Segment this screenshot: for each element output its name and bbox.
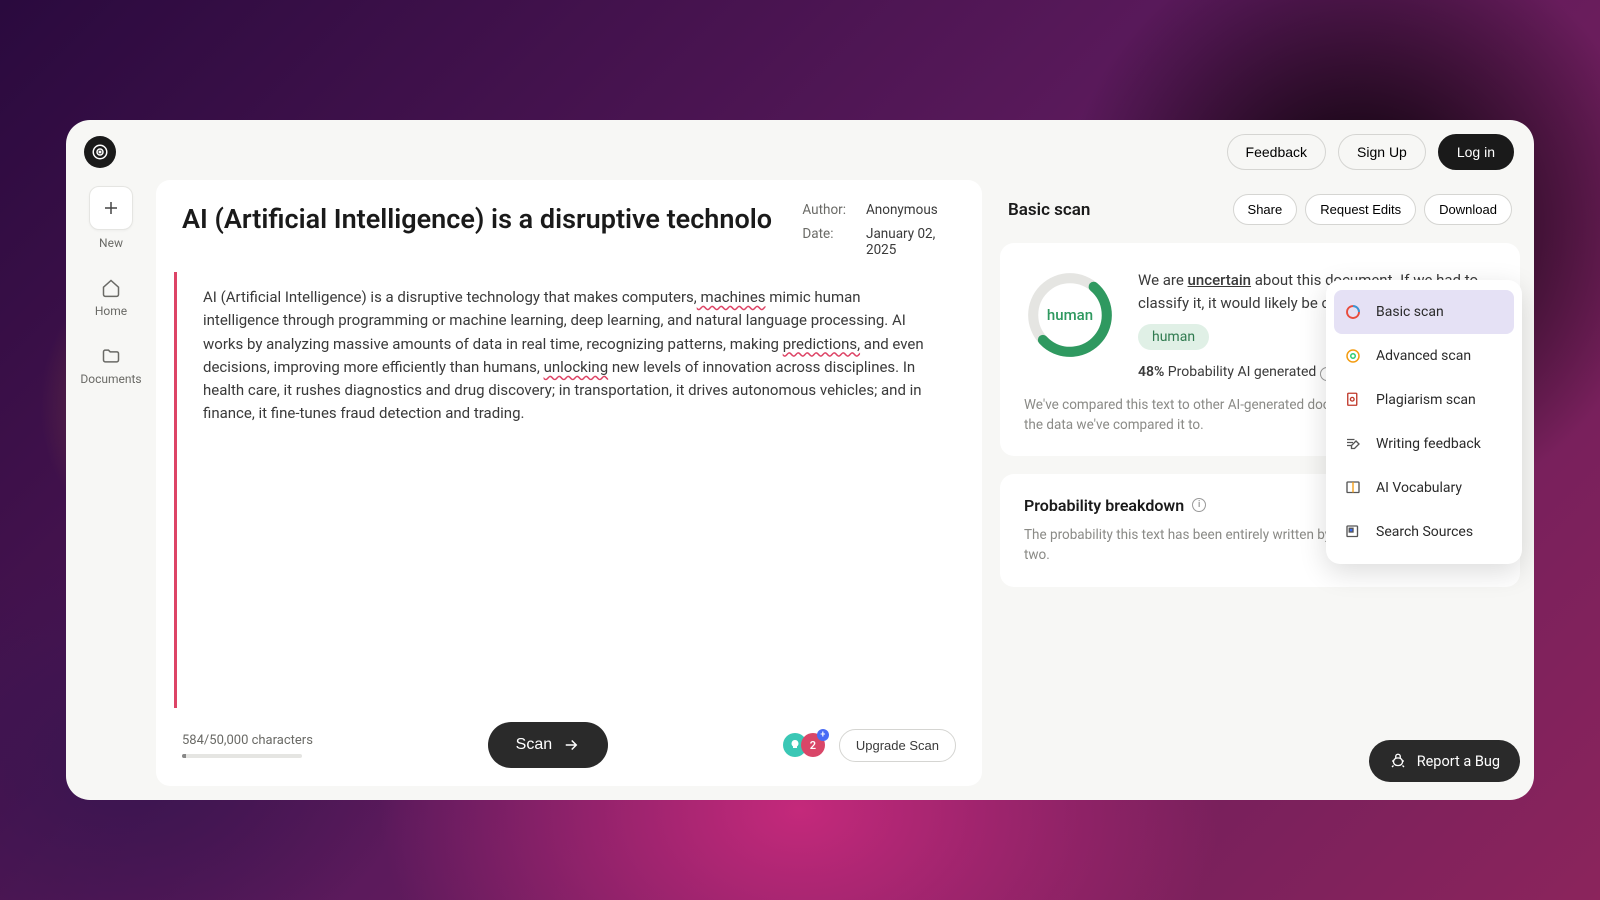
badge-count[interactable]: 2 + [801,733,825,757]
char-count-text: 584/50,000 characters [182,733,313,748]
author-value: Anonymous [866,202,956,218]
topbar: Feedback Sign Up Log in [66,120,1534,178]
login-button[interactable]: Log in [1438,134,1514,170]
document-body[interactable]: AI (Artificial Intelligence) is a disrup… [174,272,964,708]
rail-item-home[interactable]: Home [95,278,127,318]
folder-icon [101,346,121,366]
classification-tag: human [1138,324,1209,350]
menu-item-advanced-scan[interactable]: Advanced scan [1326,334,1522,378]
flagged-word-1[interactable]: machines [697,288,766,306]
menu-item-search-sources[interactable]: Search Sources [1326,510,1522,554]
report-bug-label: Report a Bug [1417,753,1500,770]
target-icon [1344,347,1362,365]
editor-header: AI (Artificial Intelligence) is a disrup… [156,180,982,272]
request-edits-button[interactable]: Request Edits [1305,194,1416,225]
source-icon [1344,523,1362,541]
panel-title: Basic scan [1008,200,1090,220]
app-window: Feedback Sign Up Log in New Home Documen… [66,120,1534,800]
author-label: Author: [802,202,846,218]
menu-writing-label: Writing feedback [1376,436,1481,452]
date-label: Date: [802,226,846,258]
upgrade-scan-button[interactable]: Upgrade Scan [839,729,956,762]
menu-item-basic-scan[interactable]: Basic scan [1334,290,1514,334]
bug-icon [1389,752,1407,770]
footer-right: 2 + Upgrade Scan [783,729,956,762]
feedback-button[interactable]: Feedback [1227,134,1326,170]
mini-badges: 2 + [783,733,825,757]
home-icon [101,278,121,298]
menu-vocab-label: AI Vocabulary [1376,480,1462,496]
flagged-word-2[interactable]: predictions, [783,335,860,353]
info-icon[interactable]: i [1192,498,1206,512]
gauge-label: human [1024,269,1116,361]
share-button[interactable]: Share [1233,194,1298,225]
results-panel: Basic scan Share Request Edits Download [1000,180,1520,786]
panel-header: Basic scan Share Request Edits Download [1000,180,1520,243]
edit-icon [1344,435,1362,453]
download-button[interactable]: Download [1424,194,1512,225]
probability-text: Probability AI generated [1164,364,1316,380]
left-rail: New Home Documents [66,178,156,800]
menu-sources-label: Search Sources [1376,524,1473,540]
panel-actions: Share Request Edits Download [1233,194,1512,225]
book-icon [1344,479,1362,497]
char-progress-bar [182,754,302,758]
menu-basic-label: Basic scan [1376,304,1444,320]
menu-item-ai-vocabulary[interactable]: AI Vocabulary [1326,466,1522,510]
probability-percent: 48% [1138,364,1164,380]
signup-button[interactable]: Sign Up [1338,134,1426,170]
main-area: New Home Documents AI (Artificial Intell… [66,178,1534,800]
app-logo-icon[interactable] [84,136,116,168]
editor-footer: 584/50,000 characters Scan [156,708,982,786]
body-text-1: AI (Artificial Intelligence) is a disrup… [203,288,697,306]
document-title: AI (Artificial Intelligence) is a disrup… [182,202,788,237]
circle-icon [1344,303,1362,321]
rail-home-label: Home [95,304,127,318]
rail-item-documents[interactable]: Documents [80,346,141,386]
editor-card: AI (Artificial Intelligence) is a disrup… [156,180,982,786]
breakdown-title-text: Probability breakdown [1024,496,1184,515]
document-meta: Author: Anonymous Date: January 02, 2025 [802,202,956,258]
flagged-word-3[interactable]: unlocking [544,358,609,376]
date-value: January 02, 2025 [866,226,956,258]
result-pre: We are [1138,271,1188,289]
menu-advanced-label: Advanced scan [1376,348,1471,364]
scan-button[interactable]: Scan [488,722,608,768]
uncertain-word: uncertain [1188,271,1251,289]
scan-button-label: Scan [516,736,552,754]
topbar-actions: Feedback Sign Up Log in [1227,134,1514,170]
menu-plagiarism-label: Plagiarism scan [1376,392,1476,408]
new-button[interactable] [89,186,133,230]
document-search-icon [1344,391,1362,409]
arrow-right-icon [562,736,580,754]
report-bug-button[interactable]: Report a Bug [1369,740,1520,782]
probability-gauge: human [1024,269,1116,361]
new-label: New [99,236,123,250]
menu-item-writing-feedback[interactable]: Writing feedback [1326,422,1522,466]
rail-documents-label: Documents [80,372,141,386]
content-columns: AI (Artificial Intelligence) is a disrup… [156,178,1534,800]
badge-count-value: 2 [810,739,816,752]
scan-type-menu: Basic scan Advanced scan Plagiarism scan… [1326,280,1522,564]
character-count: 584/50,000 characters [182,733,313,758]
menu-item-plagiarism-scan[interactable]: Plagiarism scan [1326,378,1522,422]
plus-icon: + [817,729,829,741]
